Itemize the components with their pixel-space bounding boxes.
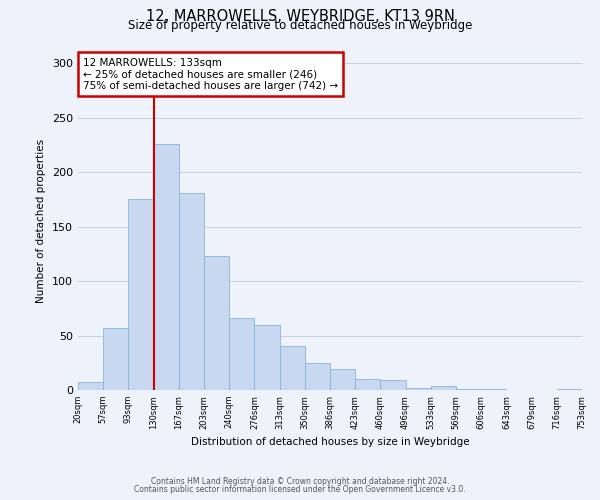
Text: Contains public sector information licensed under the Open Government Licence v3: Contains public sector information licen… bbox=[134, 484, 466, 494]
Bar bbox=[179, 193, 204, 390]
Bar bbox=[128, 200, 154, 390]
Bar bbox=[305, 363, 330, 390]
Bar bbox=[204, 256, 229, 390]
Bar bbox=[330, 370, 355, 390]
Bar bbox=[78, 382, 103, 390]
Text: 12 MARROWELLS: 133sqm
← 25% of detached houses are smaller (246)
75% of semi-det: 12 MARROWELLS: 133sqm ← 25% of detached … bbox=[83, 58, 338, 91]
Bar bbox=[380, 380, 406, 390]
Text: Contains HM Land Registry data © Crown copyright and database right 2024.: Contains HM Land Registry data © Crown c… bbox=[151, 478, 449, 486]
Bar bbox=[481, 389, 506, 390]
Bar bbox=[229, 318, 254, 390]
X-axis label: Distribution of detached houses by size in Weybridge: Distribution of detached houses by size … bbox=[191, 437, 469, 447]
Bar bbox=[406, 388, 431, 390]
Text: 12, MARROWELLS, WEYBRIDGE, KT13 9RN: 12, MARROWELLS, WEYBRIDGE, KT13 9RN bbox=[146, 9, 454, 24]
Bar bbox=[103, 328, 128, 390]
Y-axis label: Number of detached properties: Number of detached properties bbox=[37, 139, 46, 304]
Bar bbox=[456, 389, 481, 390]
Bar bbox=[254, 324, 280, 390]
Bar bbox=[280, 346, 305, 390]
Bar bbox=[431, 386, 456, 390]
Bar bbox=[355, 379, 380, 390]
Text: Size of property relative to detached houses in Weybridge: Size of property relative to detached ho… bbox=[128, 19, 472, 32]
Bar bbox=[154, 144, 179, 390]
Bar bbox=[557, 389, 582, 390]
